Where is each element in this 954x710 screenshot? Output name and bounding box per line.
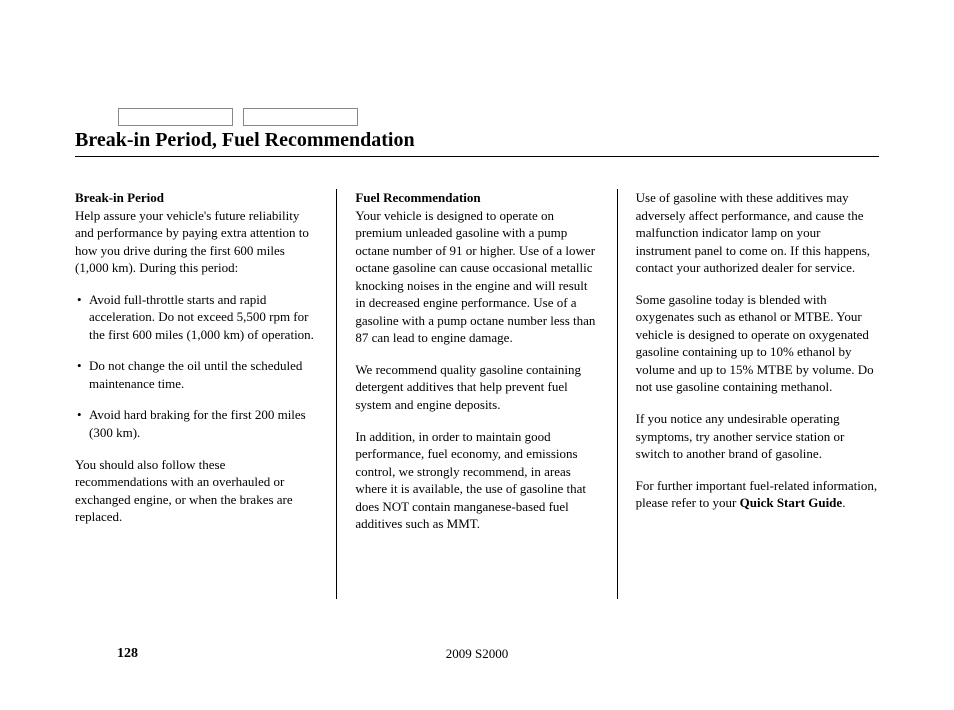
page-footer: 128 2009 S2000 (75, 646, 879, 662)
quick-start-guide-ref: Quick Start Guide (740, 495, 843, 510)
fuel-p1-text: Your vehicle is designed to operate on p… (355, 208, 595, 346)
column-2: Fuel Recommendation Your vehicle is desi… (337, 189, 616, 599)
break-in-intro: Break-in Period Help assure your vehicle… (75, 189, 318, 277)
fuel-p3: In addition, in order to maintain good p… (355, 428, 598, 533)
bullet-item: Avoid full-throttle starts and rapid acc… (75, 291, 318, 344)
title-bar: Break-in Period, Fuel Recommendation (75, 129, 879, 157)
fuel-p2: We recommend quality gasoline containing… (355, 361, 598, 414)
bullet-item: Avoid hard braking for the first 200 mil… (75, 406, 318, 441)
footer-model-year: 2009 S2000 (446, 646, 508, 662)
break-in-bullets: Avoid full-throttle starts and rapid acc… (75, 291, 318, 442)
fuel-intro: Fuel Recommendation Your vehicle is desi… (355, 189, 598, 347)
header-tabs (118, 108, 358, 126)
col3-p2: Some gasoline today is blended with oxyg… (636, 291, 879, 396)
page-number: 128 (117, 646, 138, 662)
col3-p1: Use of gasoline with these additives may… (636, 189, 879, 277)
col3-p3: If you notice any undesirable operating … (636, 410, 879, 463)
page-title: Break-in Period, Fuel Recommendation (75, 129, 879, 152)
tab-box-2 (243, 108, 358, 126)
break-in-heading: Break-in Period (75, 190, 164, 205)
column-1: Break-in Period Help assure your vehicle… (75, 189, 336, 599)
tab-box-1 (118, 108, 233, 126)
bullet-item: Do not change the oil until the schedule… (75, 357, 318, 392)
break-in-outro: You should also follow these recommendat… (75, 456, 318, 526)
document-page: Break-in Period, Fuel Recommendation Bre… (0, 0, 954, 710)
content-columns: Break-in Period Help assure your vehicle… (75, 189, 879, 599)
column-3: Use of gasoline with these additives may… (618, 189, 879, 599)
break-in-intro-text: Help assure your vehicle's future reliab… (75, 208, 309, 276)
col3-p4-suffix: . (842, 495, 845, 510)
col3-p4: For further important fuel-related infor… (636, 477, 879, 512)
fuel-heading: Fuel Recommendation (355, 190, 480, 205)
